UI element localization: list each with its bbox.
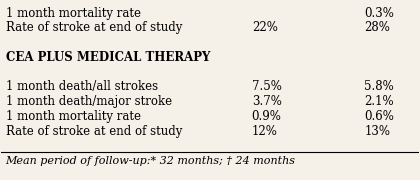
Text: Rate of stroke at end of study: Rate of stroke at end of study xyxy=(5,21,182,34)
Text: 28%: 28% xyxy=(365,21,390,34)
Text: 1 month mortality rate: 1 month mortality rate xyxy=(5,7,141,20)
Text: 13%: 13% xyxy=(365,125,390,138)
Text: 12%: 12% xyxy=(252,125,278,138)
Text: Rate of stroke at end of study: Rate of stroke at end of study xyxy=(5,125,182,138)
Text: 3.7%: 3.7% xyxy=(252,95,281,108)
Text: Mean period of follow-up:* 32 months; † 24 months: Mean period of follow-up:* 32 months; † … xyxy=(5,156,296,166)
Text: 0.3%: 0.3% xyxy=(365,7,394,20)
Text: 0.6%: 0.6% xyxy=(365,110,394,123)
Text: 22%: 22% xyxy=(252,21,278,34)
Text: 7.5%: 7.5% xyxy=(252,80,281,93)
Text: 0.9%: 0.9% xyxy=(252,110,281,123)
Text: 2.1%: 2.1% xyxy=(365,95,394,108)
Text: 1 month death/all strokes: 1 month death/all strokes xyxy=(5,80,158,93)
Text: CEA PLUS MEDICAL THERAPY: CEA PLUS MEDICAL THERAPY xyxy=(5,51,210,64)
Text: 1 month death/major stroke: 1 month death/major stroke xyxy=(5,95,172,108)
Text: 1 month mortality rate: 1 month mortality rate xyxy=(5,110,141,123)
Text: 5.8%: 5.8% xyxy=(365,80,394,93)
